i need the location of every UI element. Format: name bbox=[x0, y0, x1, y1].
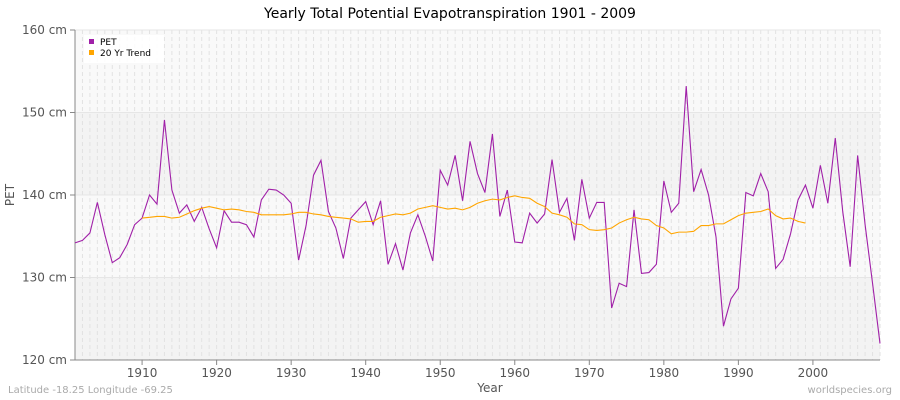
x-tick-label: 1930 bbox=[276, 366, 307, 380]
x-tick-label: 1920 bbox=[201, 366, 232, 380]
chart-title: Yearly Total Potential Evapotranspiratio… bbox=[264, 6, 636, 22]
series-line-trend bbox=[142, 195, 806, 235]
legend-swatch bbox=[89, 39, 94, 44]
x-tick-label: 1940 bbox=[350, 366, 381, 380]
y-tick-label: 140 cm bbox=[22, 188, 67, 202]
y-tick-label: 120 cm bbox=[22, 353, 67, 367]
legend-label: 20 Yr Trend bbox=[100, 49, 151, 59]
x-tick-label: 1960 bbox=[499, 366, 530, 380]
y-axis-label: PET bbox=[3, 183, 17, 206]
legend-label: PET bbox=[100, 38, 117, 48]
plot-band bbox=[75, 112, 880, 195]
x-tick-label: 1950 bbox=[425, 366, 456, 380]
y-tick-label: 160 cm bbox=[22, 23, 67, 37]
x-tick-label: 2000 bbox=[798, 366, 829, 380]
plot-band bbox=[75, 30, 880, 113]
x-tick-label: 1990 bbox=[723, 366, 754, 380]
series-line-pet bbox=[74, 86, 881, 344]
x-tick-label: 1970 bbox=[574, 366, 605, 380]
x-axis-label: Year bbox=[476, 381, 502, 395]
x-tick-label: 1910 bbox=[127, 366, 158, 380]
x-tick-label: 1980 bbox=[649, 366, 680, 380]
footer-coordinates: Latitude -18.25 Longitude -69.25 bbox=[8, 385, 173, 396]
legend-box bbox=[84, 35, 164, 63]
footer-source: worldspecies.org bbox=[807, 385, 892, 396]
legend-swatch bbox=[89, 50, 94, 55]
y-tick-label: 130 cm bbox=[22, 271, 67, 285]
y-tick-label: 150 cm bbox=[22, 106, 67, 120]
